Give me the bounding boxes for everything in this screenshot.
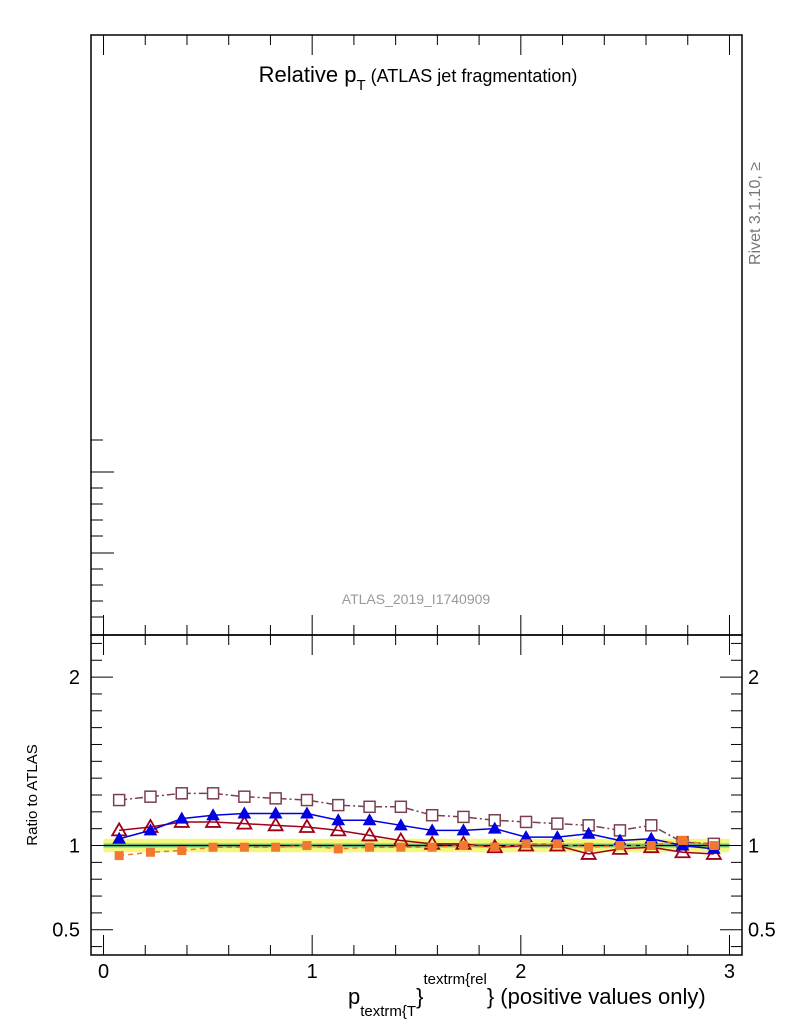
data-point xyxy=(552,839,562,849)
x-tick-label: 1 xyxy=(307,961,318,983)
data-point xyxy=(646,841,656,851)
data-point xyxy=(394,800,408,814)
data-point xyxy=(271,842,281,852)
data-point xyxy=(362,813,377,826)
series-2 xyxy=(110,813,723,860)
series-line xyxy=(119,839,714,857)
x-tick-label: 0 xyxy=(98,961,109,983)
data-point xyxy=(298,818,316,833)
series-4 xyxy=(114,835,719,861)
data-point xyxy=(206,808,220,821)
data-point xyxy=(204,813,222,828)
data-point xyxy=(458,841,468,851)
main-panel-frame xyxy=(90,34,743,636)
data-point xyxy=(360,826,379,842)
ratio-y-tick-label: 2 xyxy=(69,667,80,689)
data-point xyxy=(333,844,343,854)
data-point xyxy=(177,846,187,856)
ratio-y-tick-label: 1 xyxy=(69,836,80,858)
data-point xyxy=(145,847,155,857)
data-point xyxy=(268,806,283,819)
data-point xyxy=(144,790,157,803)
main-panel-y-ticks xyxy=(91,439,114,618)
ratio-y-tick-label: 2 xyxy=(748,667,759,689)
data-point xyxy=(584,842,594,852)
data-point xyxy=(331,813,346,826)
data-point xyxy=(709,841,719,851)
data-point xyxy=(143,823,158,836)
data-point xyxy=(174,811,189,824)
data-point xyxy=(365,842,375,852)
data-point xyxy=(551,817,564,830)
ratio-y-tick-label: 0.5 xyxy=(748,920,776,942)
data-point xyxy=(269,792,282,805)
ratio-panel-frame xyxy=(90,634,743,956)
data-point xyxy=(521,839,531,849)
data-point xyxy=(235,814,253,830)
data-point xyxy=(206,787,220,800)
data-point xyxy=(644,819,658,832)
analysis-label: ATLAS_2019_I1740909 xyxy=(342,591,491,607)
plot-layer: 0 1 2 3 0.5 0.5 1 1 2 2 xyxy=(52,35,776,983)
rivet-version-label: Rivet 3.1.10, ≥ xyxy=(747,162,764,265)
x-tick-label: 2 xyxy=(515,961,526,983)
data-point xyxy=(300,793,314,807)
ratio-y-tick-label: 0.5 xyxy=(52,920,80,942)
ratio-y-axis-label: Ratio to ATLAS xyxy=(24,744,41,845)
data-point xyxy=(237,806,252,819)
data-point xyxy=(457,810,470,824)
data-point xyxy=(490,842,500,852)
data-point xyxy=(300,806,314,819)
data-point xyxy=(393,818,408,831)
data-point xyxy=(363,800,376,814)
ratio-y-tick-label: 1 xyxy=(748,836,759,858)
data-point xyxy=(581,826,596,839)
data-point xyxy=(238,790,251,803)
data-point xyxy=(425,823,440,836)
data-point xyxy=(519,815,533,829)
data-point xyxy=(615,841,625,851)
data-point xyxy=(427,842,437,852)
data-point xyxy=(114,851,124,861)
data-point xyxy=(302,841,312,851)
data-point xyxy=(112,793,126,807)
data-point xyxy=(580,845,598,860)
data-point xyxy=(112,831,127,844)
data-point xyxy=(425,808,439,822)
x-axis-label: ptextrm{T}textrm{rel} (positive values o… xyxy=(348,971,706,1020)
data-point xyxy=(267,816,285,832)
data-point xyxy=(329,821,347,837)
data-point xyxy=(673,843,692,859)
data-point xyxy=(396,842,406,852)
data-point xyxy=(175,787,189,800)
x-tick-label: 3 xyxy=(724,961,735,983)
data-point xyxy=(239,842,249,852)
chart-title: Relative pT (ATLAS jet fragmentation) xyxy=(259,62,578,94)
data-point xyxy=(487,821,502,834)
data-point xyxy=(456,823,471,836)
data-point xyxy=(208,842,218,852)
series-line xyxy=(118,812,714,850)
data-point xyxy=(332,798,345,812)
data-point xyxy=(678,835,688,845)
